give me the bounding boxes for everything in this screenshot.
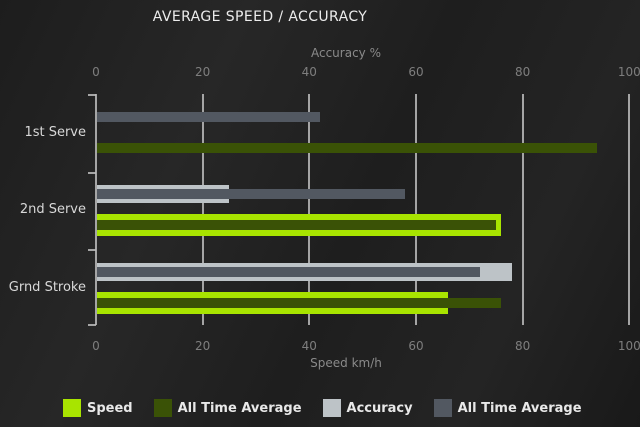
category-axis-tick	[88, 171, 96, 174]
bar-speed-alltime	[97, 220, 496, 230]
legend-label: Accuracy	[346, 400, 413, 416]
legend-swatch	[322, 399, 341, 417]
gridline	[414, 94, 417, 325]
top-axis-tick-label: 80	[514, 65, 531, 79]
category-axis-tick	[88, 324, 96, 326]
bottom-axis-title: Speed km/h	[310, 356, 382, 370]
bottom-axis-tick-label: 60	[408, 339, 424, 353]
gridline	[308, 94, 311, 325]
top-axis-tick-label: 60	[408, 65, 424, 79]
category-label: 1st Serve	[24, 124, 86, 140]
legend-item: All Time Average	[433, 399, 582, 417]
bottom-axis-tick-label: 20	[195, 339, 211, 353]
bar-accuracy-alltime	[97, 189, 406, 199]
chart-title: AVERAGE SPEED / ACCURACY	[152, 9, 368, 25]
category-axis-tick	[88, 248, 96, 251]
legend-swatch	[153, 399, 172, 417]
bottom-axis-tick-label: 40	[301, 339, 317, 353]
legend-label: Speed	[87, 400, 133, 416]
category-axis-tick	[88, 94, 96, 96]
top-axis-tick-label: 20	[195, 65, 211, 79]
bottom-axis-tick-label: 0	[92, 339, 100, 353]
legend-swatch	[63, 399, 81, 417]
legend-item: Speed	[63, 399, 133, 417]
top-axis-tick-label: 100	[617, 65, 640, 79]
category-label: 2nd Serve	[19, 202, 86, 217]
category-label: Grnd Stroke	[8, 279, 86, 295]
top-axis-tick-label: 0	[92, 65, 100, 79]
legend-label: All Time Average	[177, 400, 302, 416]
bottom-axis-tick-label: 100	[617, 339, 640, 353]
bar-accuracy-alltime	[97, 111, 320, 122]
legend-label: All Time Average	[457, 400, 582, 416]
top-axis-tick-label: 40	[301, 65, 317, 79]
gridline	[628, 94, 631, 325]
bar-accuracy-alltime	[97, 266, 480, 277]
top-axis-title: Accuracy %	[310, 46, 381, 60]
gridline	[201, 94, 204, 325]
legend-swatch	[433, 399, 452, 417]
gridline	[95, 94, 97, 325]
bottom-axis-tick-label: 80	[514, 339, 531, 353]
legend-item: All Time Average	[153, 399, 302, 417]
legend-item: Accuracy	[322, 399, 413, 417]
gridline	[521, 94, 524, 325]
bar-speed-alltime	[97, 297, 502, 308]
legend: Speed All Time Average Accuracy All Time Av…	[63, 399, 582, 417]
bar-speed-alltime	[97, 142, 598, 153]
